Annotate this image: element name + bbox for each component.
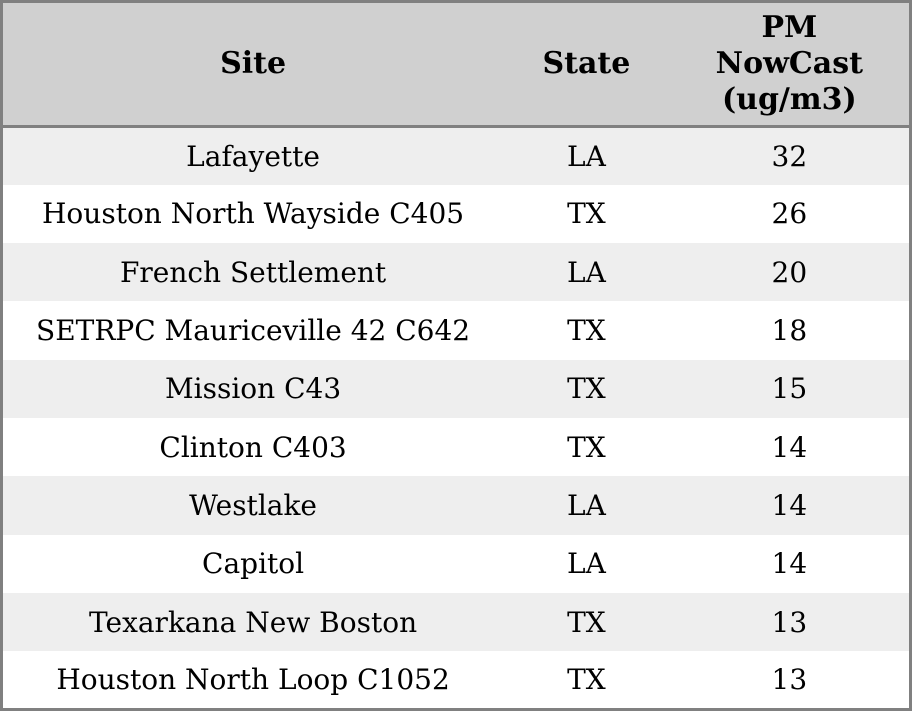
pm-cell: 13 <box>771 605 808 639</box>
pm-cell: 26 <box>771 197 808 231</box>
pm-cell: 14 <box>771 547 808 581</box>
table-row: Westlake LA 14 <box>1 476 911 535</box>
state-cell: LA <box>567 488 606 522</box>
state-cell: TX <box>567 663 606 697</box>
table-header: Site State PM NowCast (ug/m3) <box>1 1 911 128</box>
state-cell: LA <box>567 547 606 581</box>
table-row: Mission C43 TX 15 <box>1 359 911 418</box>
state-cell: TX <box>567 605 606 639</box>
table-row: Capitol LA 14 <box>1 534 911 593</box>
site-cell: SETRPC Mauriceville 42 C642 <box>36 314 471 348</box>
state-cell: TX <box>567 197 606 231</box>
table-body: Lafayette LA 32 Houston North Wayside C4… <box>1 126 911 710</box>
site-cell: Capitol <box>202 547 305 581</box>
col-header-state: State <box>503 1 670 128</box>
pm-cell: 32 <box>771 139 808 173</box>
pm-cell: 18 <box>771 314 808 348</box>
table-row: Texarkana New Boston TX 13 <box>1 592 911 652</box>
site-cell: French Settlement <box>119 255 387 289</box>
table-row: Lafayette LA 32 <box>1 126 911 185</box>
site-cell: Houston North Wayside C405 <box>42 197 465 231</box>
state-cell: LA <box>567 255 606 289</box>
site-cell: Clinton C403 <box>159 430 347 464</box>
header-row: Site State PM NowCast (ug/m3) <box>1 1 911 128</box>
site-cell: Westlake <box>189 488 317 522</box>
pm-cell: 15 <box>771 372 808 406</box>
col-header-pm-nowcast-label: PM NowCast (ug/m3) <box>715 10 863 117</box>
table-row: Houston North Loop C1052 TX 13 <box>1 651 911 710</box>
col-header-pm-nowcast: PM NowCast (ug/m3) <box>669 1 911 128</box>
pm-cell: 14 <box>771 488 808 522</box>
site-cell: Texarkana New Boston <box>89 605 418 639</box>
table-row: Clinton C403 TX 14 <box>1 417 911 477</box>
pm-cell: 20 <box>771 255 808 289</box>
state-cell: LA <box>567 139 606 173</box>
state-cell: TX <box>567 430 606 464</box>
table-row: SETRPC Mauriceville 42 C642 TX 18 <box>1 301 911 360</box>
state-cell: TX <box>567 372 606 406</box>
site-cell: Mission C43 <box>164 372 342 406</box>
table-row: Houston North Wayside C405 TX 26 <box>1 184 911 244</box>
pm-cell: 13 <box>771 663 808 697</box>
pm-cell: 14 <box>771 430 808 464</box>
site-cell: Lafayette <box>186 139 320 173</box>
state-cell: TX <box>567 314 606 348</box>
table-row: French Settlement LA 20 <box>1 243 911 302</box>
site-cell: Houston North Loop C1052 <box>56 663 450 697</box>
col-header-site: Site <box>1 1 504 128</box>
